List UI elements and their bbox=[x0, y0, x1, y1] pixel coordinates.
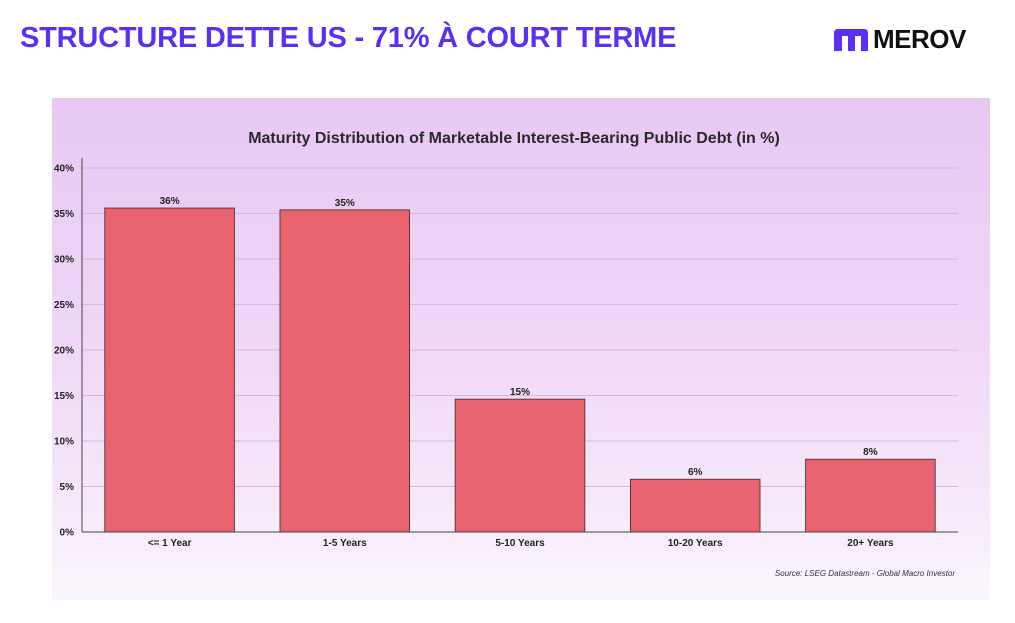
brand-name: MEROV bbox=[873, 24, 966, 54]
x-category-label: <= 1 Year bbox=[148, 538, 192, 549]
bar-data-label: 36% bbox=[160, 196, 180, 207]
y-tick-label: 25% bbox=[54, 300, 74, 311]
x-category-label: 10-20 Years bbox=[668, 538, 723, 549]
x-axis-labels: <= 1 Year 1-5 Years 5-10 Years 10-20 Years 2… bbox=[148, 538, 894, 549]
chart-panel: Maturity Distribution of Marketable Inte… bbox=[52, 98, 990, 600]
y-tick-label: 35% bbox=[54, 209, 74, 220]
bars bbox=[104, 207, 936, 533]
x-category-label: 20+ Years bbox=[847, 538, 894, 549]
y-tick-label: 5% bbox=[60, 482, 75, 493]
y-tick-label: 20% bbox=[54, 346, 74, 357]
bar-data-label: 6% bbox=[688, 467, 703, 478]
x-category-label: 1-5 Years bbox=[323, 538, 367, 549]
bar-data-label: 8% bbox=[863, 447, 878, 458]
y-tick-label: 40% bbox=[54, 164, 74, 175]
data-labels: 36% 35% 15% 6% 8% bbox=[160, 196, 878, 478]
bar-data-label: 35% bbox=[335, 198, 355, 209]
merov-logo-icon bbox=[834, 28, 868, 51]
bar-data-label: 15% bbox=[510, 387, 530, 398]
brand: MEROV bbox=[834, 24, 966, 55]
x-category-label: 5-10 Years bbox=[495, 538, 545, 549]
bar bbox=[279, 209, 411, 533]
bar-chart: Maturity Distribution of Marketable Inte… bbox=[54, 130, 958, 578]
y-tick-label: 0% bbox=[60, 528, 75, 539]
bar bbox=[454, 398, 586, 533]
y-axis-ticks: 0% 5% 10% 15% 20% 25% 30% 35% 40% bbox=[54, 164, 74, 539]
y-tick-label: 30% bbox=[54, 255, 74, 266]
chart-title: Maturity Distribution of Marketable Inte… bbox=[248, 130, 780, 147]
page-headline: STRUCTURE DETTE US - 71% À COURT TERME bbox=[20, 22, 677, 54]
bar bbox=[629, 478, 761, 533]
y-tick-label: 10% bbox=[54, 437, 74, 448]
bar bbox=[104, 207, 235, 533]
source-note: Source: LSEG Datastream - Global Macro I… bbox=[775, 569, 955, 578]
y-tick-label: 15% bbox=[54, 391, 74, 402]
bar bbox=[805, 458, 936, 533]
